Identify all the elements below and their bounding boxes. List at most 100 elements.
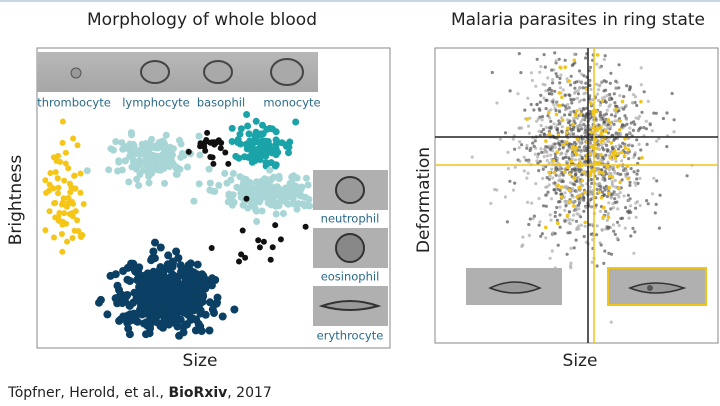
- dot: [274, 139, 282, 146]
- dot: [553, 232, 557, 236]
- dot: [560, 151, 564, 155]
- dot: [646, 202, 650, 206]
- dot: [578, 160, 582, 165]
- dot: [546, 114, 550, 118]
- dot: [632, 120, 636, 124]
- dot: [629, 167, 633, 171]
- dot: [612, 169, 617, 173]
- dot: [173, 296, 182, 305]
- dot: [240, 153, 248, 161]
- dot: [603, 95, 607, 99]
- dot: [155, 307, 164, 316]
- dot: [558, 65, 562, 70]
- dot: [105, 166, 113, 174]
- cell-label: eosinophil: [321, 270, 380, 284]
- dot: [69, 213, 76, 220]
- dot: [544, 139, 548, 143]
- dot: [229, 191, 237, 199]
- dot: [560, 171, 564, 175]
- dot: [573, 90, 578, 94]
- dot: [661, 116, 666, 121]
- dot: [599, 158, 603, 162]
- dot: [588, 138, 592, 142]
- dot: [577, 213, 581, 217]
- dot: [574, 208, 579, 212]
- dot: [266, 124, 274, 132]
- dot: [524, 158, 528, 162]
- dot: [118, 299, 127, 308]
- cell: [488, 281, 542, 294]
- dot: [224, 198, 232, 206]
- dot: [114, 167, 122, 175]
- dot: [160, 145, 168, 153]
- dot: [119, 145, 127, 153]
- dot: [614, 185, 618, 189]
- dot: [633, 122, 637, 126]
- dot: [560, 118, 565, 122]
- dot: [606, 118, 611, 122]
- dot: [584, 112, 589, 117]
- dot: [608, 92, 612, 97]
- dot: [266, 166, 274, 174]
- dot: [127, 129, 135, 137]
- dot: [639, 99, 643, 104]
- dot: [574, 158, 578, 162]
- dot: [550, 92, 554, 96]
- dot: [83, 167, 91, 175]
- dot: [211, 139, 218, 146]
- dot: [567, 147, 571, 151]
- dot: [626, 193, 631, 197]
- dot: [518, 140, 522, 144]
- dot: [564, 160, 569, 164]
- dot: [555, 150, 560, 154]
- dot: [213, 298, 221, 307]
- dot: [267, 175, 275, 183]
- dot: [166, 150, 174, 158]
- x-axis-label: Size: [183, 351, 218, 371]
- dot: [204, 129, 211, 136]
- dot: [206, 298, 214, 307]
- dot: [169, 280, 178, 289]
- dot: [608, 103, 612, 107]
- dot: [533, 152, 537, 156]
- citation: Töpfner, Herold, et al., BioRxiv, 2017: [7, 385, 272, 401]
- dot: [245, 130, 253, 138]
- dot: [616, 186, 621, 190]
- dot: [598, 65, 602, 69]
- dot: [148, 169, 155, 177]
- dot: [554, 59, 558, 63]
- dot: [561, 179, 565, 184]
- dot: [604, 112, 609, 116]
- dot: [132, 162, 140, 170]
- dot: [568, 181, 573, 185]
- dot: [555, 128, 560, 132]
- dot: [624, 206, 628, 210]
- dot: [550, 68, 554, 72]
- dot: [551, 176, 555, 180]
- dot: [553, 181, 557, 185]
- dot: [611, 147, 615, 151]
- dot: [550, 249, 554, 253]
- dot: [562, 170, 567, 174]
- dot: [580, 127, 584, 131]
- dot: [172, 247, 181, 256]
- dot: [70, 135, 77, 142]
- dot: [538, 70, 542, 74]
- dot: [521, 235, 525, 239]
- dot: [538, 159, 542, 163]
- dot: [597, 190, 601, 195]
- dot: [578, 112, 583, 117]
- dot: [571, 218, 575, 222]
- dot: [628, 204, 633, 208]
- dot: [638, 176, 642, 180]
- dot: [569, 83, 573, 87]
- dot: [161, 179, 168, 187]
- dot: [598, 209, 603, 213]
- dot: [59, 221, 66, 228]
- dot: [632, 155, 636, 159]
- dot: [267, 256, 274, 263]
- dot: [269, 244, 276, 251]
- dot: [630, 144, 635, 148]
- dot: [129, 156, 137, 164]
- dot: [530, 201, 534, 205]
